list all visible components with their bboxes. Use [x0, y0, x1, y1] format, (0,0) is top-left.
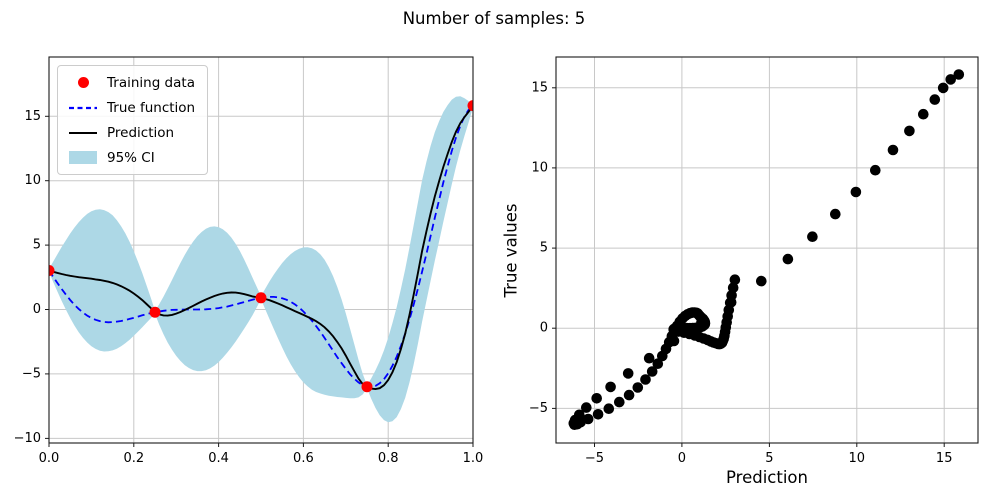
scatter-point — [904, 125, 915, 137]
y-tick-label: 15 — [24, 109, 41, 124]
y-tick-label: 10 — [24, 173, 41, 188]
training-point — [149, 306, 161, 318]
scatter-point — [918, 108, 929, 120]
y-tick-label: 0 — [33, 302, 41, 317]
scatter-point — [937, 82, 949, 94]
legend: Training data True function Prediction 9… — [57, 65, 209, 175]
scatter-point — [887, 144, 899, 156]
training-point — [255, 292, 267, 304]
left-plot-ticks: 0.0 0.2 0.4 0.6 0.8 1.0 −10 −5 0 5 10 15 — [14, 109, 484, 466]
scatter-point — [929, 94, 941, 105]
scatter-point — [603, 403, 615, 415]
training-point — [361, 381, 373, 393]
y-tick-label: 15 — [531, 80, 548, 95]
solid-line-icon — [69, 131, 97, 134]
y-tick-label: −5 — [22, 366, 41, 381]
scatter-point — [646, 366, 658, 377]
x-tick-label: 15 — [936, 451, 953, 466]
x-tick-label: 0 — [678, 451, 686, 466]
ci-band — [49, 96, 473, 423]
training-point — [467, 100, 473, 112]
left-plot-border — [48, 56, 474, 444]
scatter-point — [953, 69, 965, 80]
scatter-point — [657, 350, 668, 362]
y-tick-label: 10 — [531, 160, 548, 175]
x-tick-label: 0.2 — [123, 451, 144, 466]
right-plot-grid — [556, 57, 978, 443]
legend-label: Prediction — [107, 124, 175, 141]
right-plot-ylabel-wrap: True values — [494, 57, 528, 443]
scatter-point — [830, 208, 841, 220]
scatter-point — [696, 317, 707, 328]
scatter-point — [870, 164, 881, 176]
x-tick-label: 0.8 — [378, 451, 399, 466]
legend-marker-area — [65, 151, 101, 164]
scatter-point — [756, 275, 767, 287]
legend-marker-area — [65, 102, 101, 114]
scatter-point — [807, 231, 818, 242]
scatter-point — [632, 382, 644, 393]
legend-marker-area — [65, 127, 101, 139]
right-plot-xlabel: Prediction — [726, 468, 808, 487]
scatter-point — [574, 409, 585, 421]
x-tick-label: 0.6 — [293, 451, 314, 466]
right-plot-ylabel: True values — [501, 203, 521, 297]
scatter-point — [850, 186, 862, 198]
y-tick-label: −5 — [529, 401, 548, 416]
left-plot: 0.0 0.2 0.4 0.6 0.8 1.0 −10 −5 0 5 10 15 — [14, 56, 484, 466]
legend-item-training-data: Training data — [65, 73, 195, 92]
scatter-point — [668, 335, 680, 347]
red-dot-icon — [77, 77, 89, 88]
scatter-point — [592, 409, 604, 420]
x-tick-label: 10 — [849, 451, 866, 466]
right-plot-data — [568, 69, 965, 431]
x-tick-label: 0.0 — [39, 451, 60, 466]
scatter-point — [729, 274, 741, 286]
scatter-point — [652, 358, 664, 370]
scatter-point — [945, 74, 956, 85]
left-plot-data — [49, 96, 473, 423]
scatter-point — [622, 368, 634, 379]
scatter-point — [591, 393, 602, 404]
legend-label: True function — [107, 99, 196, 116]
right-plot-ticks: −5 0 5 10 15 −5 0 5 10 15 — [529, 80, 953, 466]
dashed-line-icon — [69, 106, 97, 109]
legend-item-prediction: Prediction — [65, 123, 195, 142]
legend-marker-area — [65, 77, 101, 88]
scatter-point — [643, 352, 655, 364]
legend-label: Training data — [107, 74, 195, 91]
legend-label: 95% CI — [107, 149, 155, 166]
legend-item-ci: 95% CI — [65, 148, 195, 167]
right-plot-border — [555, 56, 979, 444]
training-point — [49, 265, 55, 276]
x-tick-label: 5 — [765, 451, 773, 466]
x-tick-label: −5 — [585, 451, 604, 466]
scatter-point — [640, 374, 651, 385]
right-plot: −5 0 5 10 15 −5 0 5 10 15 — [529, 56, 979, 466]
x-tick-label: 0.4 — [208, 451, 229, 466]
figure-title: Number of samples: 5 — [402, 9, 586, 28]
scatter-point — [623, 389, 635, 401]
scatter-point — [581, 402, 592, 413]
scatter-point — [605, 381, 616, 393]
y-tick-label: −10 — [14, 431, 41, 446]
x-tick-label: 1.0 — [463, 451, 484, 466]
scatter-point — [725, 297, 737, 308]
y-tick-label: 5 — [33, 238, 41, 253]
legend-item-true-function: True function — [65, 98, 195, 117]
scatter-point — [782, 253, 794, 265]
scatter-point — [614, 396, 625, 408]
y-tick-label: 5 — [540, 241, 548, 256]
y-tick-label: 0 — [540, 321, 548, 336]
ci-patch-icon — [69, 151, 97, 164]
